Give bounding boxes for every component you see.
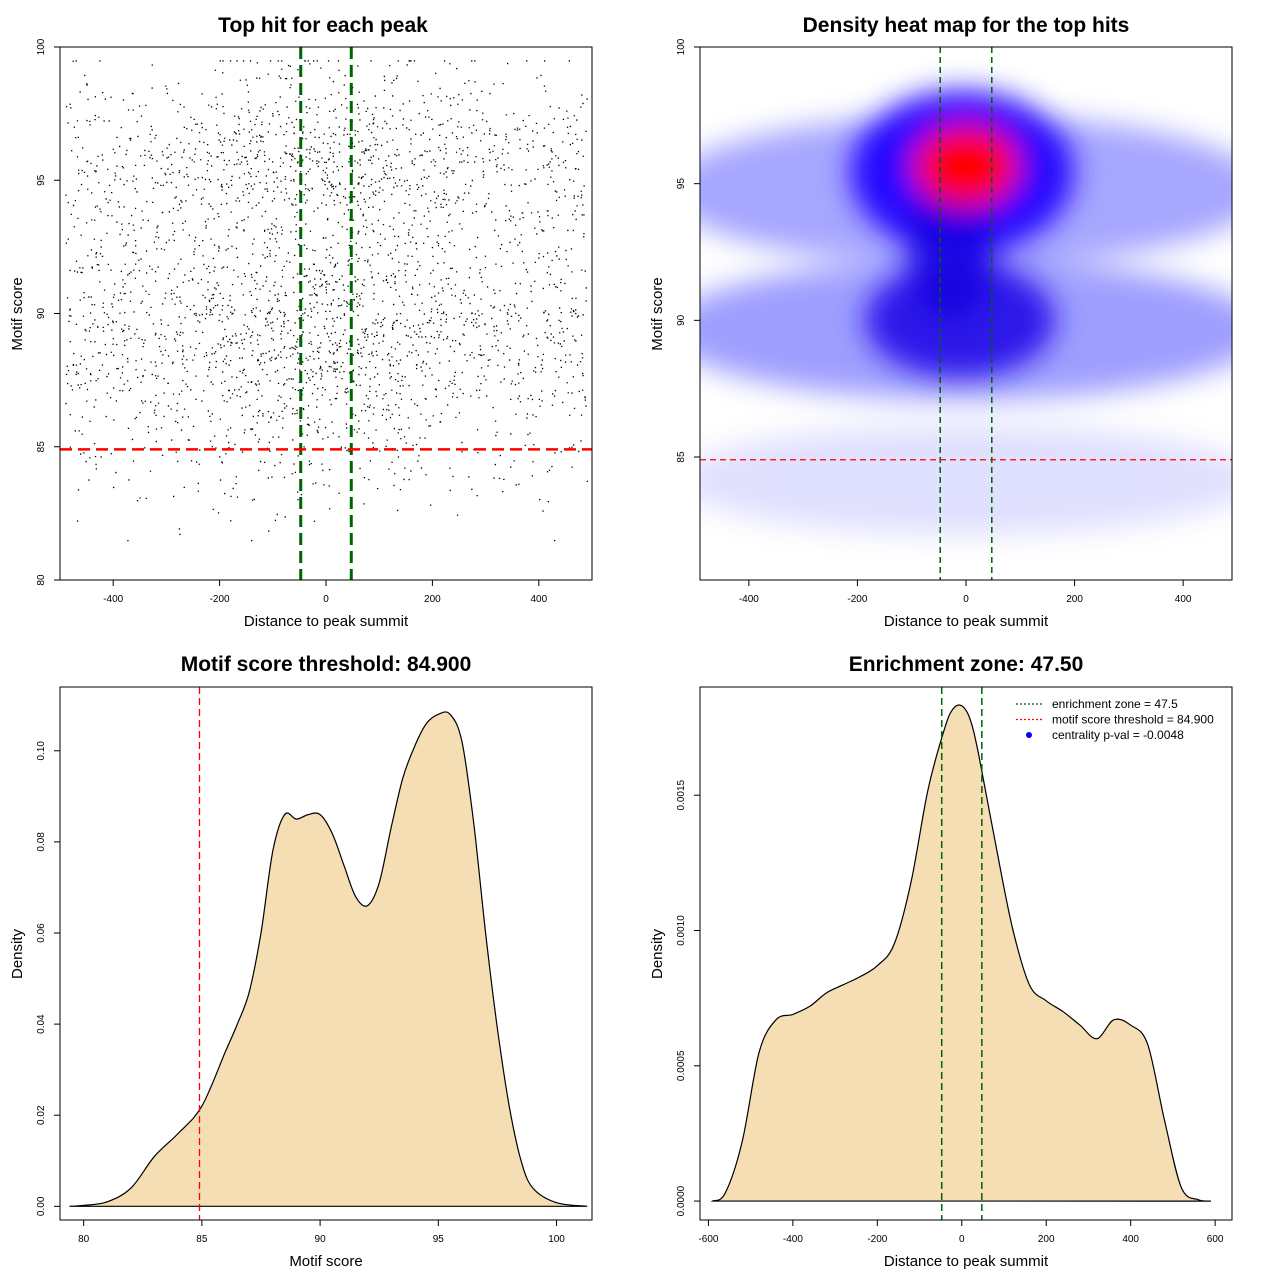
panel-scatter: Top hit for each peak -400 -200 0 200 400 80…: [9, 14, 593, 630]
distance-density-x-tick-label: -200: [867, 1234, 887, 1245]
score-density-x-tick-label: 85: [196, 1234, 208, 1245]
score-density-y-tick-label: 0.04: [36, 1014, 47, 1034]
heatmap-x-tick-label: 200: [1066, 594, 1083, 605]
legend-entry-label: centrality p-val = -0.0048: [1052, 728, 1184, 742]
scatter-reference-lines: [60, 47, 592, 580]
score-density-x-tick-label: 80: [78, 1234, 90, 1245]
scatter-x-tick-label: -400: [103, 594, 123, 605]
distance-density-y-tick-label: 0.0010: [676, 915, 687, 946]
score-density-title: Motif score threshold: 84.900: [181, 653, 472, 676]
scatter-point-marks: [65, 60, 589, 542]
score-density-y-tick-label: 0.08: [36, 832, 47, 852]
panel-heatmap: Density heat map for the top hits -400 -2…: [649, 14, 1233, 630]
distance-density-plot-frame: [699, 686, 1233, 1221]
score-density-y-tick-label: 0.02: [36, 1105, 47, 1125]
scatter-plot-frame: [59, 46, 593, 581]
distance-density-x-tick-label: 0: [959, 1234, 965, 1245]
scatter-y-tick-label: 85: [36, 441, 47, 453]
distance-density-x-tick-label: 600: [1207, 1234, 1224, 1245]
scatter-points: [65, 60, 589, 542]
score-density-curve: [69, 711, 588, 1207]
heatmap-x-label: Distance to peak summit: [884, 613, 1049, 630]
heatmap-y-tick-label: 90: [676, 314, 687, 326]
distance-density-x-tick-label: -600: [698, 1234, 718, 1245]
distance-density-x-tick-label: 400: [1122, 1234, 1139, 1245]
distance-density-x-axis: -600 -400 -200 0 200 400 600: [698, 1220, 1224, 1245]
scatter-y-tick-label: 100: [36, 38, 47, 55]
heat-blob-bottom: [700, 425, 1232, 535]
heat-blob-stem: [908, 180, 992, 320]
score-density-y-axis: 0.00 0.02 0.04 0.06 0.08 0.10: [36, 741, 60, 1216]
distance-density-curve: [710, 704, 1211, 1202]
heatmap-y-label: Motif score: [649, 277, 666, 350]
heatmap-y-tick-label: 100: [676, 38, 687, 55]
heatmap-x-tick-label: -200: [847, 594, 867, 605]
scatter-x-label: Distance to peak summit: [244, 613, 409, 630]
distance-density-y-label: Density: [649, 928, 666, 979]
distance-density-reference-lines: [940, 687, 983, 1220]
heatmap-x-tick-label: 400: [1175, 594, 1192, 605]
heatmap-title: Density heat map for the top hits: [803, 14, 1130, 37]
distance-density-y-tick-label: 0.0015: [676, 779, 687, 810]
distance-density-y-tick-label: 0.0000: [676, 1185, 687, 1216]
distance-density-title: Enrichment zone: 47.50: [849, 653, 1084, 676]
scatter-y-tick-label: 90: [36, 308, 47, 320]
distance-density-area: [710, 704, 1211, 1202]
scatter-title: Top hit for each peak: [218, 14, 428, 37]
legend-entry-label: enrichment zone = 47.5: [1052, 697, 1178, 711]
scatter-y-label: Motif score: [9, 277, 26, 350]
panel-score-density: Motif score threshold: 84.900 80 85 90 95 10…: [9, 653, 593, 1270]
scatter-x-tick-label: -200: [210, 594, 230, 605]
heat-blob-peak: [914, 126, 1018, 206]
distance-density-y-axis: 0.0000 0.0005 0.0010 0.0015: [676, 779, 700, 1216]
legend-entry-label: motif score threshold = 84.900: [1052, 713, 1214, 727]
score-density-fill: [69, 711, 588, 1207]
legend-point-marker: [1026, 732, 1032, 738]
heatmap-x-tick-label: -400: [739, 594, 759, 605]
scatter-x-tick-label: 200: [424, 594, 441, 605]
score-density-y-tick-label: 0.06: [36, 923, 47, 943]
heatmap-y-tick-label: 95: [676, 178, 687, 190]
score-density-area: [69, 711, 588, 1207]
score-density-y-tick-label: 0.10: [36, 741, 47, 761]
score-density-x-label: Motif score: [289, 1253, 362, 1270]
heatmap-density: [700, 47, 1232, 580]
scatter-y-tick-label: 80: [36, 574, 47, 586]
distance-density-y-tick-label: 0.0005: [676, 1050, 687, 1081]
heatmap-x-tick-label: 0: [963, 594, 969, 605]
scatter-x-axis: -400 -200 0 200 400: [103, 580, 548, 605]
score-density-x-tick-label: 90: [315, 1234, 327, 1245]
scatter-x-tick-label: 400: [530, 594, 547, 605]
heatmap-y-axis: 85 90 95 100: [676, 38, 700, 463]
score-density-x-tick-label: 95: [433, 1234, 445, 1245]
heatmap-x-axis: -400 -200 0 200 400: [739, 580, 1192, 605]
heatmap-y-tick-label: 85: [676, 451, 687, 463]
scatter-x-tick-label: 0: [323, 594, 329, 605]
scatter-y-tick-label: 95: [36, 174, 47, 186]
distance-density-legend: enrichment zone = 47.5 motif score thresh…: [1016, 697, 1214, 742]
distance-density-fill: [712, 705, 1211, 1202]
score-density-plot-frame: [59, 686, 593, 1221]
distance-density-x-label: Distance to peak summit: [884, 1253, 1049, 1270]
score-density-x-axis: 80 85 90 95 100: [78, 1220, 565, 1245]
score-density-y-label: Density: [9, 928, 26, 979]
heatmap-blobs: [700, 90, 1232, 535]
heat-blob-lower-core: [865, 262, 1055, 378]
panel-distance-density: Enrichment zone: 47.50 -600 -400 -200 0 200 4…: [649, 653, 1233, 1270]
score-density-x-tick-label: 100: [548, 1234, 565, 1245]
distance-density-x-tick-label: 200: [1038, 1234, 1055, 1245]
distance-density-x-tick-label: -400: [783, 1234, 803, 1245]
scatter-y-axis: 80 85 90 95 100: [36, 38, 60, 586]
score-density-y-tick-label: 0.00: [36, 1196, 47, 1216]
heatmap-reference-lines: [700, 47, 1232, 580]
